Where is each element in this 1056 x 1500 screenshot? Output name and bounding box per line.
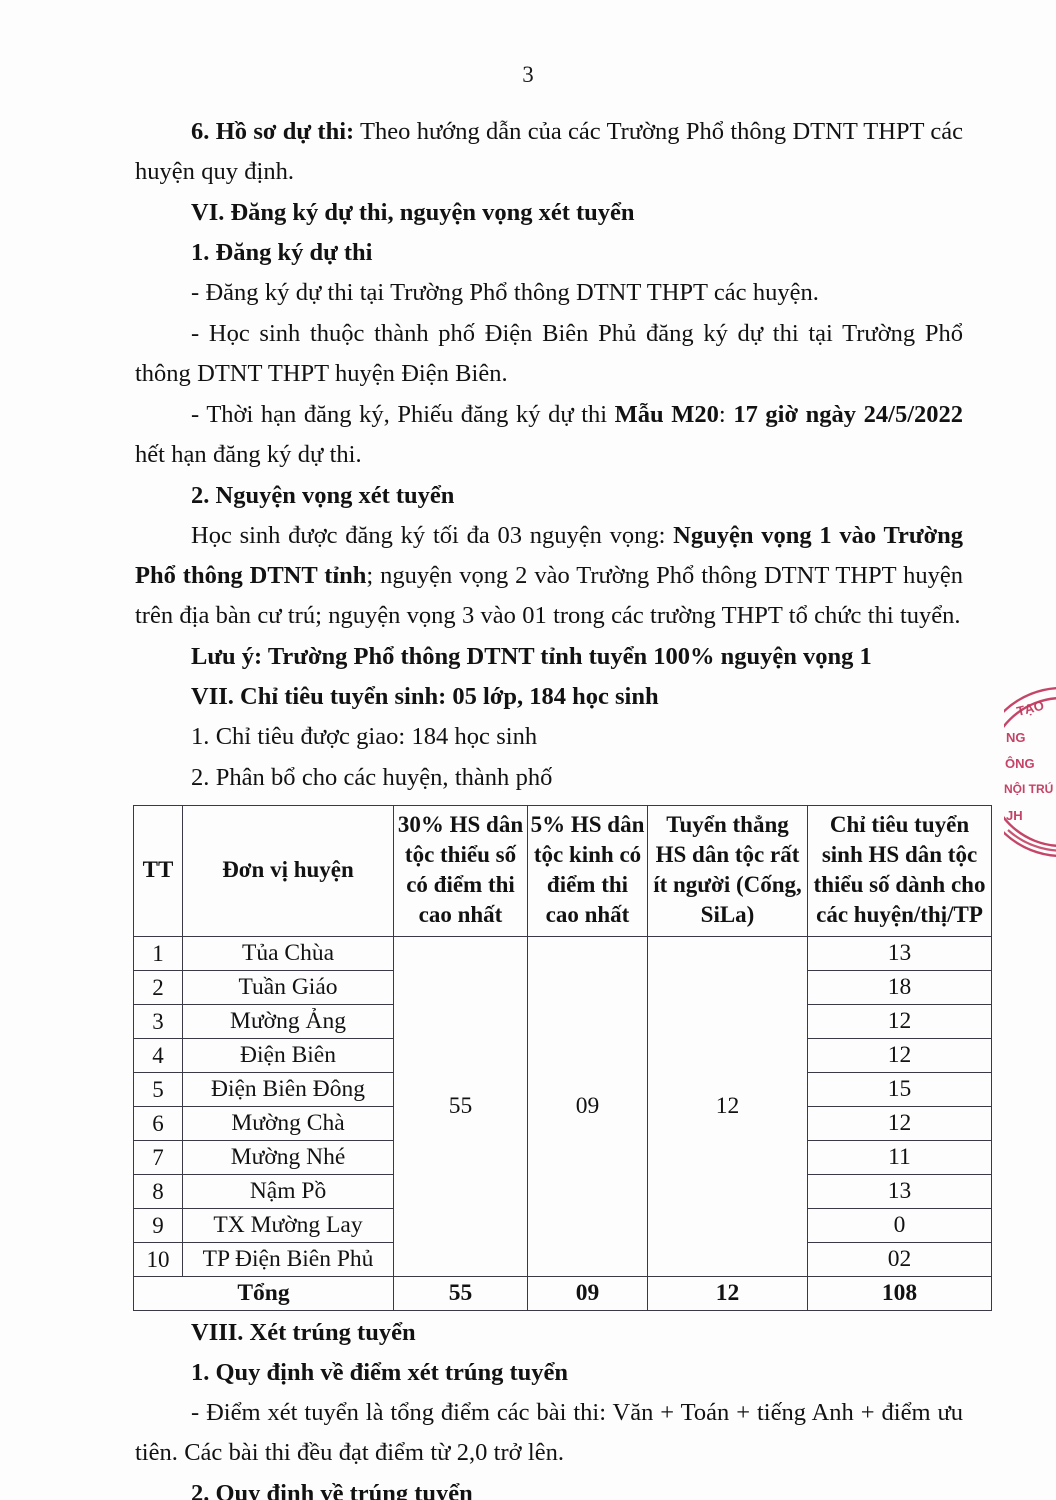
seal-text-line2: NG [1006, 730, 1026, 745]
paragraph-diem-xet-tuyen: - Điểm xét tuyển là tổng điểm các bài th… [135, 1399, 963, 1466]
thoi-han-lead: - Thời hạn đăng ký, Phiếu đăng ký dự thi [191, 401, 615, 428]
column-header-tt: TT [133, 805, 183, 937]
heading-vii: VII. Chỉ tiêu tuyển sinh: 05 lớp, 184 họ… [191, 683, 659, 710]
page-number: 3 [522, 62, 534, 87]
cell-quota: 18 [807, 970, 992, 1005]
paragraph-dang-ky-3: - Thời hạn đăng ký, Phiếu đăng ký dự thi… [135, 395, 963, 475]
cell-index: 6 [133, 1106, 183, 1141]
cell-quota: 11 [807, 1140, 992, 1175]
thoi-han-tail: hết hạn đăng ký dự thi. [135, 441, 362, 468]
table-row: 2 Tuần Giáo 18 [133, 970, 992, 1005]
cell-district: Điện Biên [182, 1038, 394, 1073]
seal-text-line5: JH [1006, 808, 1023, 823]
ho-so-text: Theo hướng dẫn của các Trường Phổ thông … [135, 118, 963, 185]
paragraph-chi-tieu-1: 1. Chỉ tiêu được giao: 184 học sinh [191, 723, 538, 750]
heading-viii-2: 2. Quy định về trúng tuyển [191, 1480, 473, 1500]
column-header-5pct: 5% HS dân tộc kinh có điểm thi cao nhất [527, 805, 648, 937]
allocation-table-wrapper: TT Đơn vị huyện 30% HS dân tộc thiểu số … [133, 805, 992, 1311]
official-seal-stamp: TẠO NG ÔNG NỘI TRÚ JH IEN [1004, 684, 1056, 860]
table-body: 1 Tủa Chùa 55 09 12 13 2 Tuần Giáo 18 3 [133, 936, 992, 1311]
cell-index: 10 [133, 1242, 183, 1277]
column-header-unit: Đơn vị huyện [182, 805, 394, 937]
cell-quota: 15 [807, 1072, 992, 1107]
cell-total-5pct: 09 [527, 1276, 648, 1311]
heading-viii: VIII. Xét trúng tuyển [191, 1319, 416, 1346]
mau-m20-label: Mẫu M20 [614, 401, 719, 428]
paragraph-chi-tieu-2: 2. Phân bổ cho các huyện, thành phố [191, 764, 553, 791]
cell-30pct-merged: 55 [393, 936, 528, 1277]
seal-text-line3: ÔNG [1005, 756, 1035, 771]
table-header: TT Đơn vị huyện 30% HS dân tộc thiểu số … [133, 805, 992, 937]
cell-index: 7 [133, 1140, 183, 1175]
cell-tuyen-thang-merged: 12 [647, 936, 808, 1277]
nguyen-vong-tail: ; nguyện vọng 2 vào Trường Phổ thông DTN… [135, 562, 963, 629]
column-header-chi-tieu: Chỉ tiêu tuyển sinh HS dân tộc thiểu số … [807, 805, 992, 937]
cell-quota: 12 [807, 1106, 992, 1141]
table-row: 3 Mường Ảng 12 [133, 1004, 992, 1039]
cell-district: Mường Nhé [182, 1140, 394, 1175]
cell-index: 9 [133, 1208, 183, 1243]
table-header-row: TT Đơn vị huyện 30% HS dân tộc thiểu số … [133, 805, 992, 937]
cell-index: 2 [133, 970, 183, 1005]
cell-district: Nậm Pồ [182, 1174, 394, 1209]
table-row: 9 TX Mường Lay 0 [133, 1208, 992, 1243]
document-body: 6. Hồ sơ dự thi: Theo hướng dẫn của các … [133, 112, 992, 1500]
seal-text-line1: TẠO [1015, 698, 1045, 719]
table-row: 5 Điện Biên Đông 15 [133, 1072, 992, 1107]
seal-graphic: TẠO NG ÔNG NỘI TRÚ JH IEN [1004, 687, 1056, 857]
cell-total-30pct: 55 [393, 1276, 528, 1311]
heading-luu-y: Lưu ý: Trường Phổ thông DTNT tỉnh tuyển … [191, 643, 872, 670]
cell-district: Mường Ảng [182, 1004, 394, 1039]
paragraph-nguyen-vong: Học sinh được đăng ký tối đa 03 nguyện v… [135, 516, 963, 636]
cell-index: 4 [133, 1038, 183, 1073]
cell-quota: 02 [807, 1242, 992, 1277]
paragraph-ho-so: 6. Hồ sơ dự thi: Theo hướng dẫn của các … [135, 112, 963, 192]
allocation-table: TT Đơn vị huyện 30% HS dân tộc thiểu số … [133, 805, 992, 1311]
cell-index: 5 [133, 1072, 183, 1107]
heading-viii-1: 1. Quy định về điểm xét trúng tuyển [191, 1359, 569, 1386]
ho-so-label: 6. Hồ sơ dự thi: [191, 118, 355, 145]
heading-vi-1: 1. Đăng ký dự thi [191, 239, 373, 266]
table-row: 4 Điện Biên 12 [133, 1038, 992, 1073]
table-row: 10 TP Điện Biên Phủ 02 [133, 1242, 992, 1277]
table-row: 6 Mường Chà 12 [133, 1106, 992, 1141]
paragraph-dang-ky-2: - Học sinh thuộc thành phố Điện Biên Phủ… [135, 320, 963, 387]
cell-total-quota: 108 [807, 1276, 992, 1311]
cell-index: 3 [133, 1004, 183, 1039]
cell-quota: 13 [807, 936, 992, 971]
cell-district: Tuần Giáo [182, 970, 394, 1005]
column-header-30pct: 30% HS dân tộc thiểu số có điểm thi cao … [393, 805, 528, 937]
cell-district: Điện Biên Đông [182, 1072, 394, 1107]
cell-district: TX Mường Lay [182, 1208, 394, 1243]
cell-index: 1 [133, 936, 183, 971]
nguyen-vong-lead: Học sinh được đăng ký tối đa 03 nguyện v… [191, 522, 674, 549]
thoi-han-sep: : [718, 401, 734, 428]
column-header-tuyen-thang: Tuyển thẳng HS dân tộc rất ít người (Cốn… [647, 805, 808, 937]
cell-quota: 12 [807, 1004, 992, 1039]
cell-district: TP Điện Biên Phủ [182, 1242, 394, 1277]
cell-5pct-merged: 09 [527, 936, 648, 1277]
paragraph-dang-ky-1: - Đăng ký dự thi tại Trường Phổ thông DT… [191, 279, 819, 306]
heading-vi-2: 2. Nguyện vọng xét tuyển [191, 482, 455, 509]
table-row: 7 Mường Nhé 11 [133, 1140, 992, 1175]
cell-total-tuyen-thang: 12 [647, 1276, 808, 1311]
cell-quota: 12 [807, 1038, 992, 1073]
table-total-row: Tổng 55 09 12 108 [133, 1276, 992, 1311]
heading-vi: VI. Đăng ký dự thi, nguyện vọng xét tuyể… [191, 199, 635, 226]
cell-quota: 13 [807, 1174, 992, 1209]
cell-quota: 0 [807, 1208, 992, 1243]
cell-district: Tủa Chùa [182, 936, 394, 971]
cell-index: 8 [133, 1174, 183, 1209]
cell-total-label: Tổng [133, 1276, 394, 1311]
han-nop-value: 17 giờ ngày 24/5/2022 [733, 401, 963, 428]
nguyen-vong-1-label: Nguyện vọng 1 vào Trường Phổ thông DTNT … [135, 522, 964, 589]
seal-text-line4: NỘI TRÚ [1004, 781, 1053, 796]
table-row: 1 Tủa Chùa 55 09 12 13 [133, 936, 992, 1277]
cell-district: Mường Chà [182, 1106, 394, 1141]
